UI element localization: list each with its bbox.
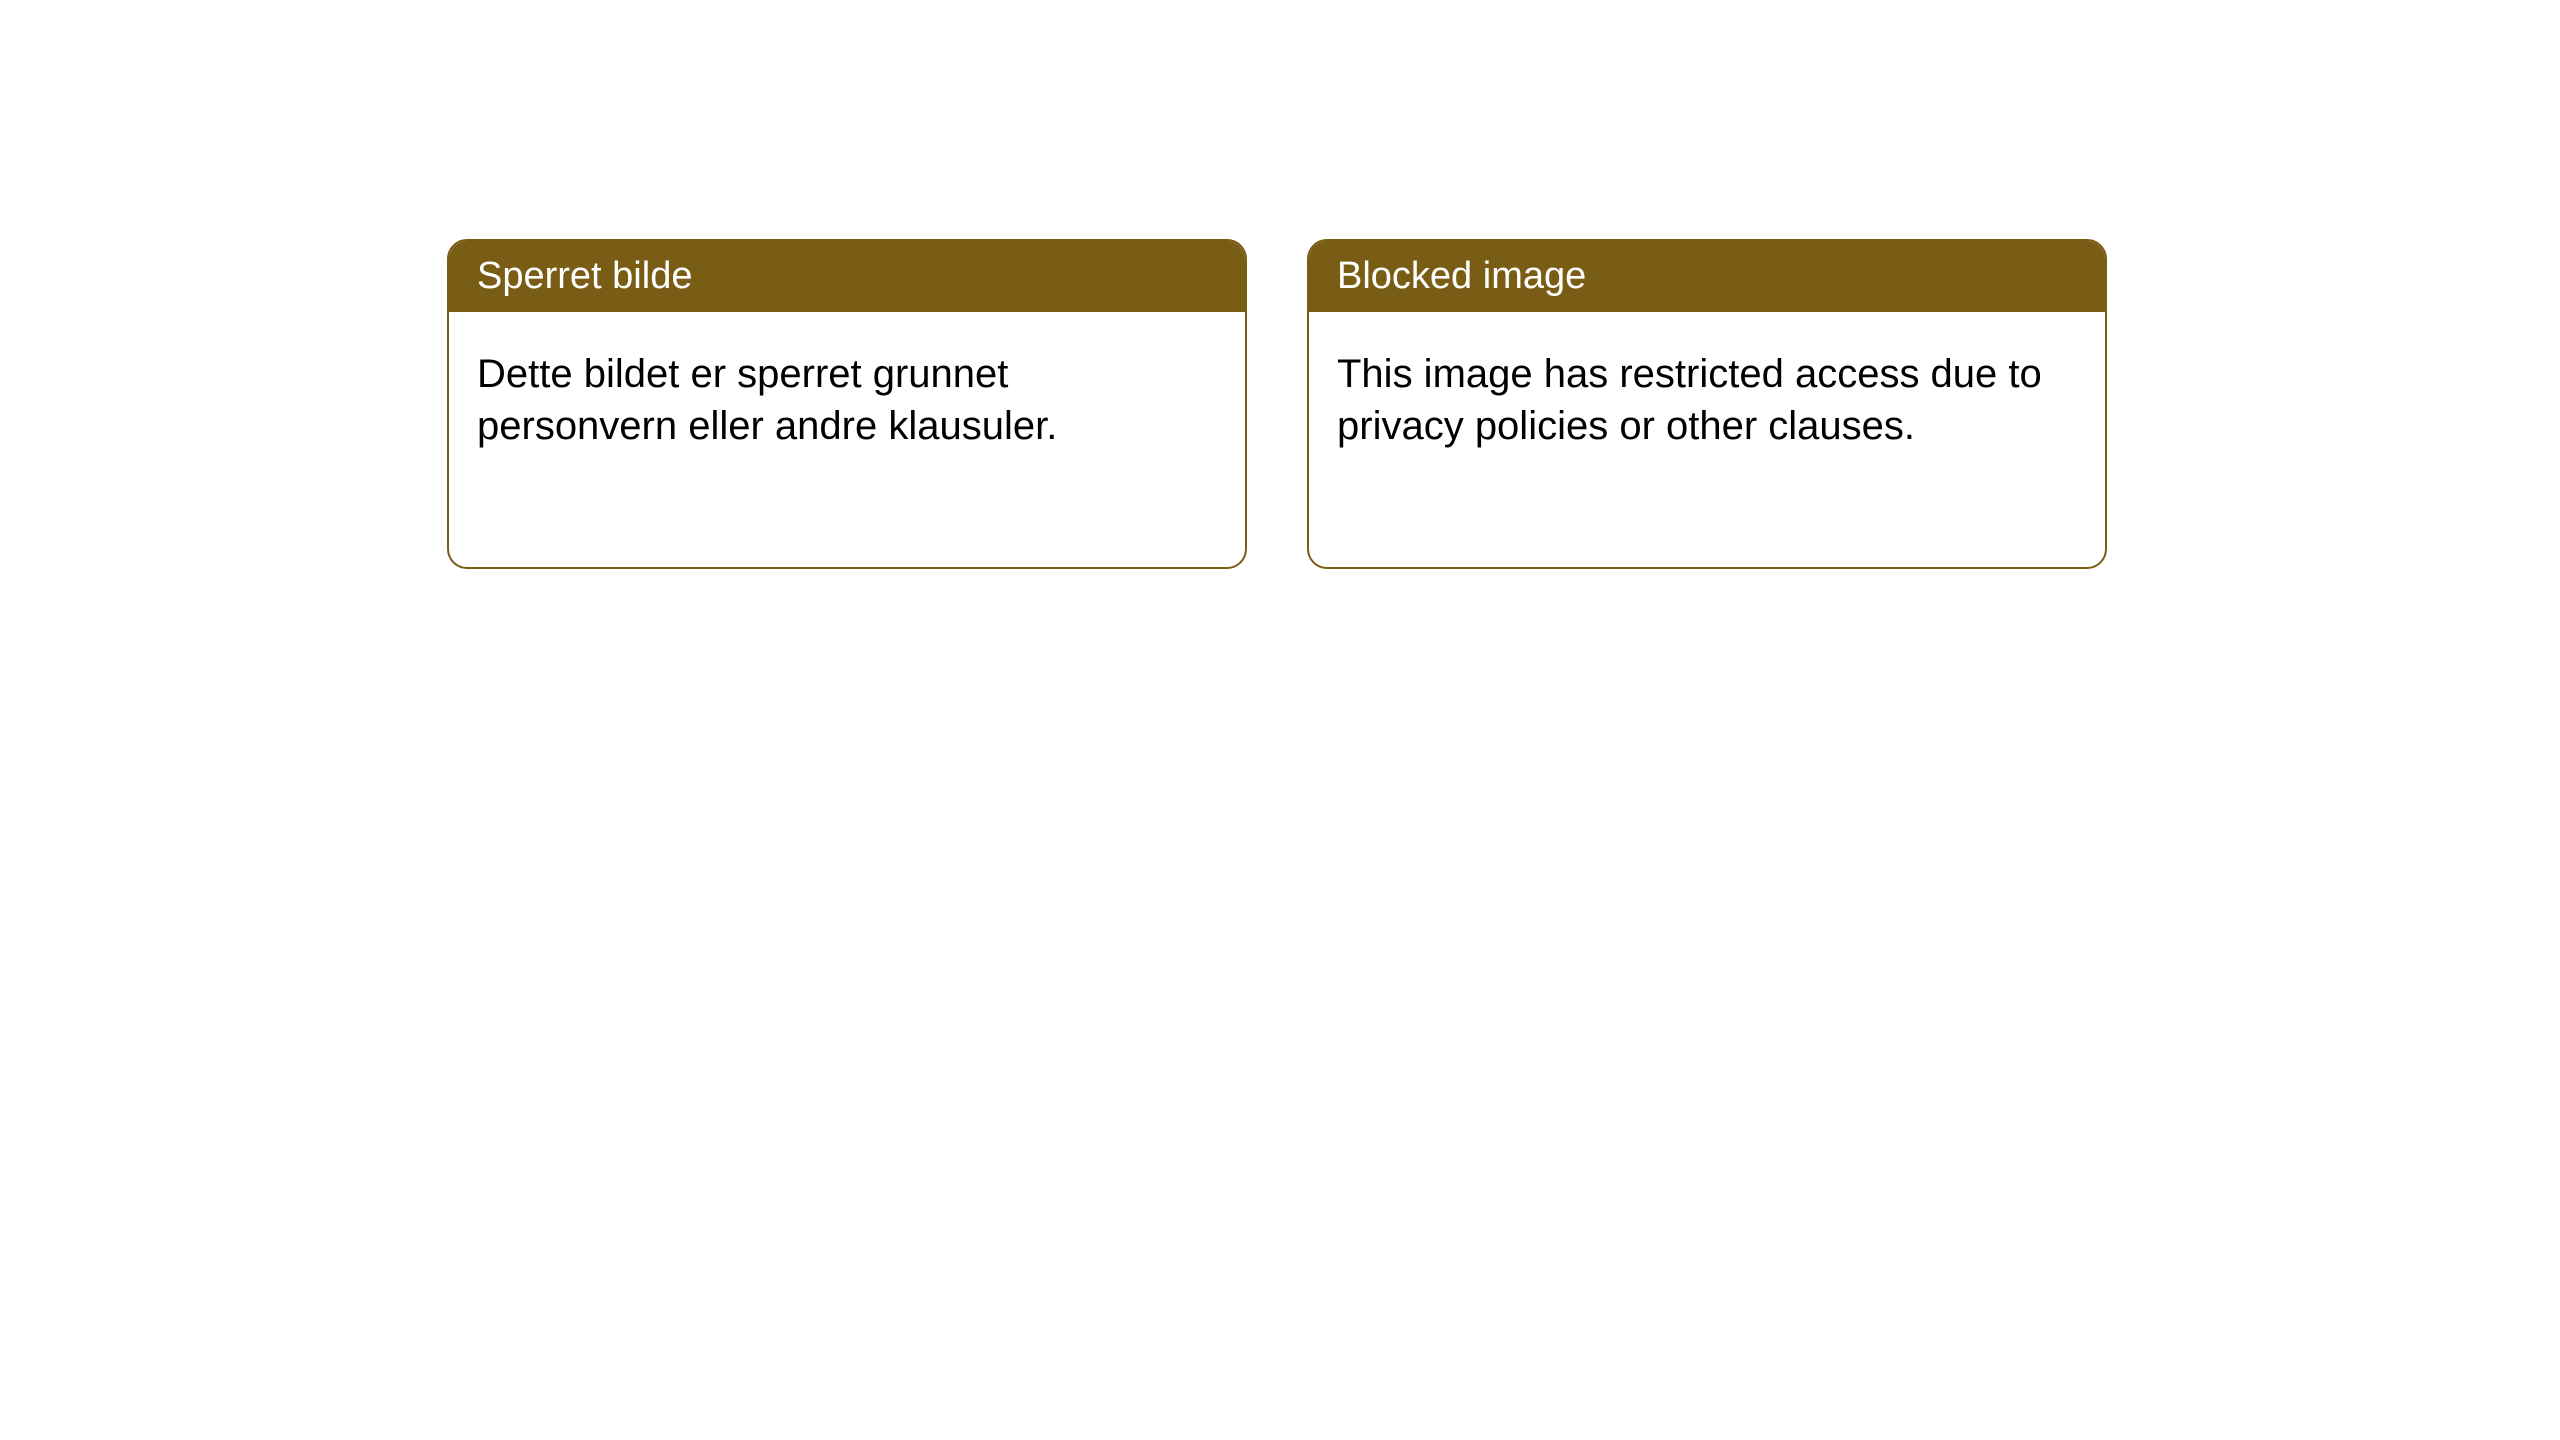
card-header-norwegian: Sperret bilde <box>449 241 1245 312</box>
card-header-english: Blocked image <box>1309 241 2105 312</box>
card-title-norwegian: Sperret bilde <box>477 255 692 297</box>
card-title-english: Blocked image <box>1337 255 1586 297</box>
card-body-english: This image has restricted access due to … <box>1309 312 2105 488</box>
blocked-image-card-english: Blocked image This image has restricted … <box>1307 239 2107 569</box>
cards-container: Sperret bilde Dette bildet er sperret gr… <box>447 239 2107 569</box>
card-body-norwegian: Dette bildet er sperret grunnet personve… <box>449 312 1245 488</box>
card-text-english: This image has restricted access due to … <box>1337 352 2042 448</box>
blocked-image-card-norwegian: Sperret bilde Dette bildet er sperret gr… <box>447 239 1247 569</box>
card-text-norwegian: Dette bildet er sperret grunnet personve… <box>477 352 1057 448</box>
